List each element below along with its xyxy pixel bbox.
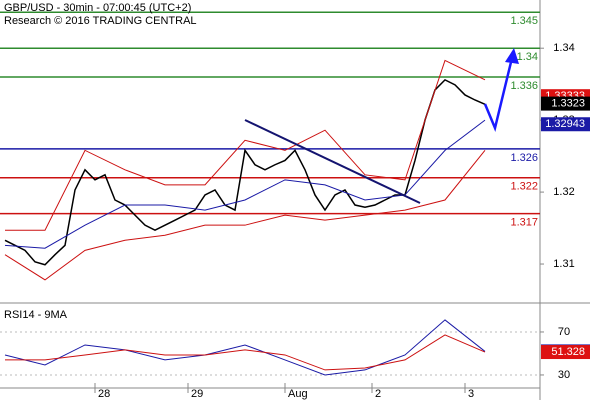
y-tick-label: 1.34 <box>553 42 574 54</box>
series-line <box>4 78 486 266</box>
series-line <box>5 334 486 371</box>
plot-layer: 1.311.321.331.341.3451.341.3361.3261.322… <box>0 11 590 400</box>
series-line <box>4 319 486 376</box>
series-line <box>4 150 486 281</box>
x-tick-label: 2 <box>375 388 381 400</box>
y-tick-label: 30 <box>558 369 570 381</box>
price-tag <box>541 345 590 360</box>
price-tag <box>541 96 590 111</box>
level-label: 1.336 <box>510 80 538 92</box>
forecast-arrow <box>483 57 514 133</box>
level-label: 1.317 <box>510 217 538 229</box>
y-tick-label: 1.32 <box>553 186 574 198</box>
y-tick-label: 1.31 <box>553 258 574 270</box>
x-tick-label: 3 <box>468 388 474 400</box>
level-label: 1.345 <box>510 15 538 27</box>
series-line <box>4 119 486 249</box>
price-tag <box>541 117 590 132</box>
price-tag-label: 1.3323 <box>551 98 585 110</box>
level-label: 1.326 <box>510 152 538 164</box>
series-line <box>5 59 486 231</box>
x-tick-label: 29 <box>191 388 203 400</box>
y-tick-label: 70 <box>558 326 570 338</box>
level-label: 1.34 <box>517 51 538 63</box>
x-tick-label: Aug <box>288 388 308 400</box>
x-tick-label: 28 <box>98 388 110 400</box>
chart-subtitle: Research © 2016 TRADING CENTRAL <box>4 15 197 27</box>
arrow-head <box>505 48 519 64</box>
price-tag-label: 51.328 <box>551 346 585 358</box>
trend-line <box>244 119 421 204</box>
price-tag-label: 1.32943 <box>545 118 585 130</box>
indicator-title: RSI14 - 9MA <box>4 309 68 321</box>
chart-title: GBP/USD - 30min - 07:00:45 (UTC+2) <box>4 2 191 14</box>
level-label: 1.322 <box>510 181 538 193</box>
